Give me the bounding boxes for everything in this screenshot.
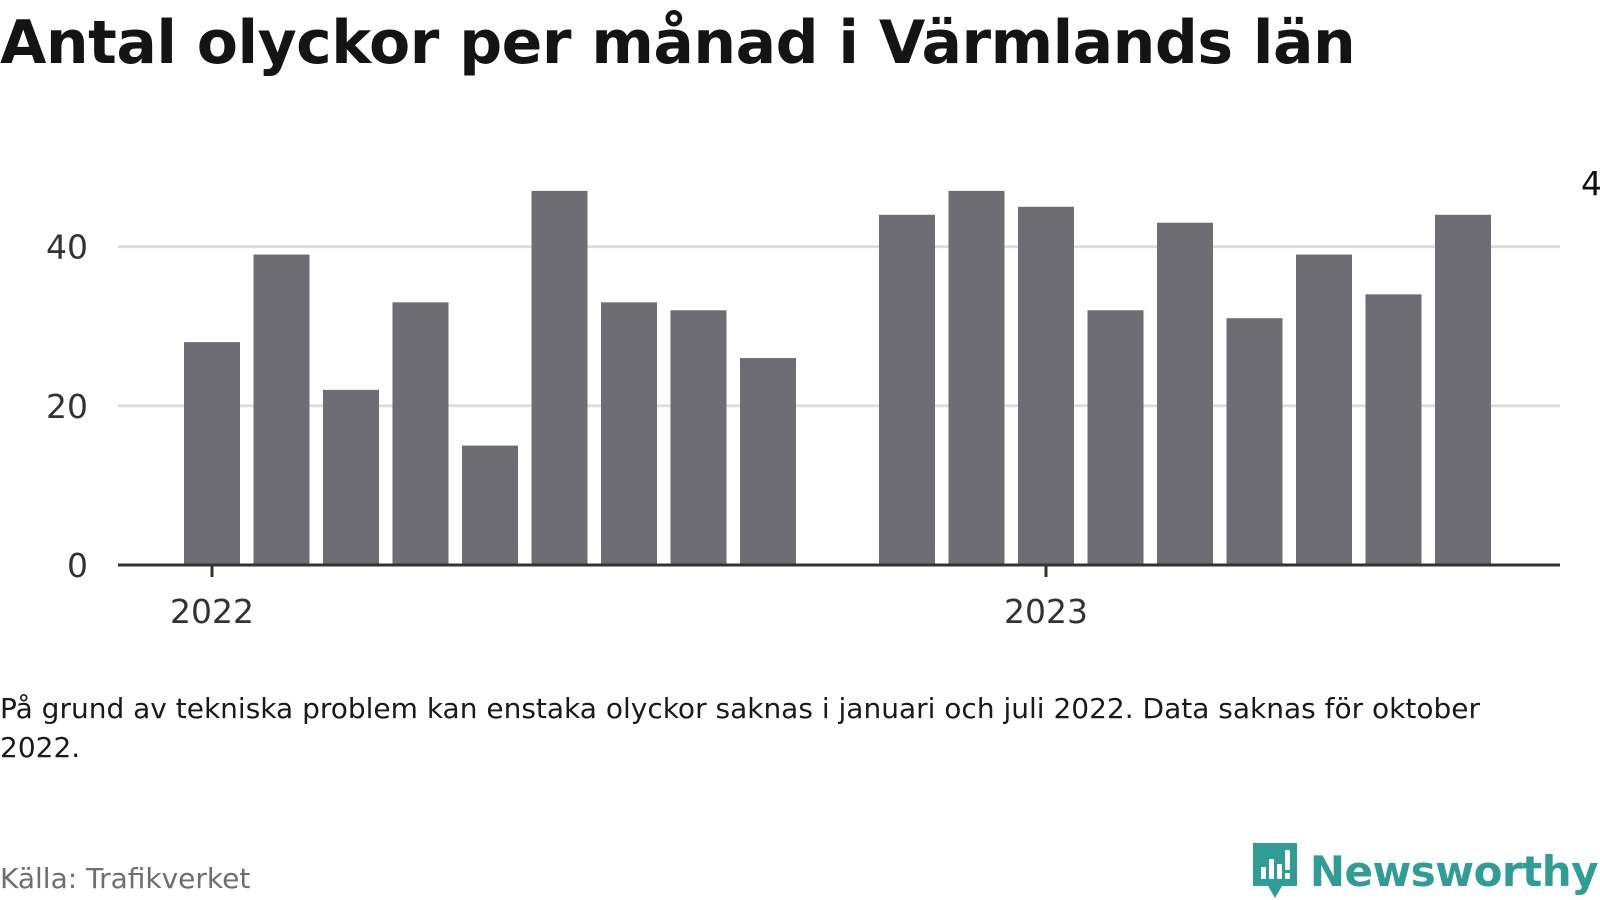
bar <box>253 254 310 565</box>
chart-note: På grund av tekniska problem kan enstaka… <box>0 692 1480 764</box>
y-tick-label: 0 <box>67 546 88 585</box>
x-tick-label: 2022 <box>170 592 254 631</box>
bar <box>948 190 1005 565</box>
x-axis-ticks: 2022 2023 <box>170 565 1088 631</box>
bar <box>462 445 518 565</box>
data-label-highlight: 44 <box>1581 164 1600 203</box>
bar-chart-speech-bubble-icon <box>1252 843 1297 898</box>
brand-name: Newsworthy <box>1309 846 1599 896</box>
newsworthy-logo: Newsworthy <box>1250 842 1599 900</box>
x-tick-label: 2023 <box>1004 592 1088 631</box>
y-tick-label: 20 <box>46 387 88 426</box>
bar <box>1296 254 1352 565</box>
chart-title: Antal olyckor per månad i Värmlands län <box>0 8 1356 78</box>
bar <box>1157 222 1213 565</box>
y-tick-label: 40 <box>46 228 88 267</box>
bar <box>392 302 449 565</box>
bar <box>184 342 240 565</box>
source-credit: Källa: Trafikverket <box>0 862 251 895</box>
bar <box>1226 318 1283 565</box>
bar <box>601 302 657 565</box>
bar <box>740 358 796 565</box>
bar <box>323 389 379 565</box>
bar <box>531 190 588 565</box>
data-labels: 44 <box>1581 164 1600 203</box>
bar <box>879 214 935 565</box>
bar <box>1435 214 1491 565</box>
bar <box>1365 294 1422 565</box>
bar <box>1087 310 1144 565</box>
bar <box>670 310 727 565</box>
y-axis-tick-labels: 0 20 40 <box>46 228 88 585</box>
bars <box>184 190 1491 566</box>
bar <box>1018 206 1074 566</box>
